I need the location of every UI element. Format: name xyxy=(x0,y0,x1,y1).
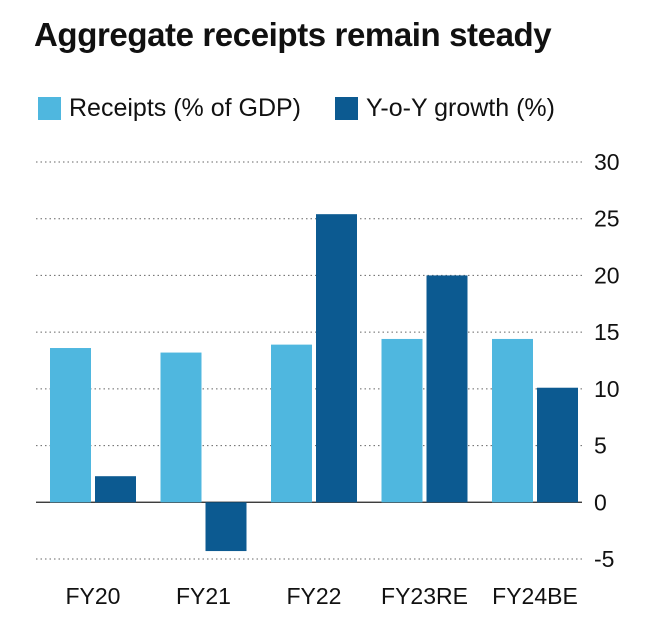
bar-receipts xyxy=(271,344,312,503)
legend-label-growth: Y-o-Y growth (%) xyxy=(366,94,555,122)
y-tick-label: 15 xyxy=(594,319,620,345)
y-tick-label: 25 xyxy=(594,206,620,232)
y-tick-label: 0 xyxy=(594,489,607,515)
x-category-label: FY23RE xyxy=(381,583,468,609)
x-category-label: FY22 xyxy=(287,583,342,609)
x-category-label: FY24BE xyxy=(492,583,578,609)
bar-growth xyxy=(426,275,468,503)
bar-receipts xyxy=(381,338,423,503)
y-tick-label: 5 xyxy=(594,433,607,459)
legend-swatch-growth xyxy=(335,97,359,120)
legend-item-growth: Y-o-Y growth (%) xyxy=(335,94,555,123)
legend-label-receipts: Receipts (% of GDP) xyxy=(69,94,302,122)
legend-swatch-receipts xyxy=(38,97,61,120)
bar-receipts xyxy=(50,348,91,503)
chart-title: Aggregate receipts remain steady xyxy=(34,16,552,53)
bar-growth xyxy=(537,387,578,503)
x-category-label: FY20 xyxy=(66,583,121,609)
legend-item-receipts: Receipts (% of GDP) xyxy=(38,94,301,123)
bar-growth xyxy=(205,502,247,552)
x-category-label: FY21 xyxy=(176,583,231,609)
legend: Receipts (% of GDP) Y-o-Y growth (%) xyxy=(38,94,589,123)
y-tick-label: 10 xyxy=(594,376,620,402)
bar-growth xyxy=(316,214,357,503)
y-tick-label: 30 xyxy=(594,149,620,175)
bar-receipts xyxy=(492,338,533,503)
y-tick-label: -5 xyxy=(594,546,614,572)
bar-receipts xyxy=(160,352,202,503)
bar-growth xyxy=(95,476,136,503)
y-tick-label: 20 xyxy=(594,262,620,288)
